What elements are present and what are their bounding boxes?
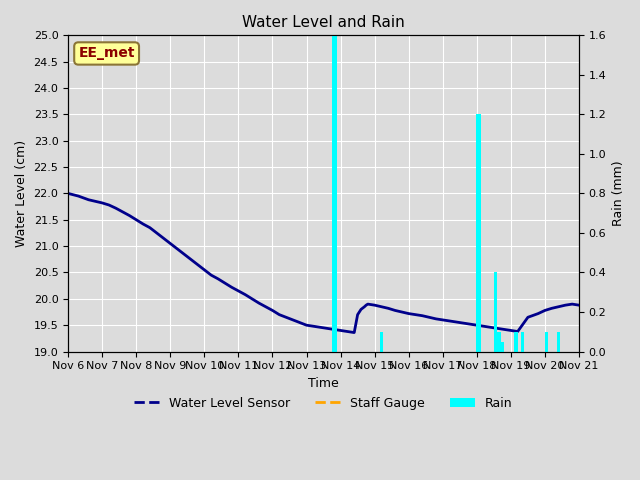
Y-axis label: Rain (mm): Rain (mm) — [612, 161, 625, 226]
Bar — [497, 332, 500, 351]
Bar — [515, 332, 518, 351]
Bar — [521, 332, 525, 351]
Bar — [332, 36, 337, 351]
Legend: Water Level Sensor, Staff Gauge, Rain: Water Level Sensor, Staff Gauge, Rain — [129, 392, 518, 415]
X-axis label: Time: Time — [308, 377, 339, 390]
Title: Water Level and Rain: Water Level and Rain — [242, 15, 405, 30]
Bar — [476, 114, 481, 351]
Bar — [380, 332, 383, 351]
Bar — [557, 332, 560, 351]
Text: EE_met: EE_met — [78, 47, 135, 60]
Y-axis label: Water Level (cm): Water Level (cm) — [15, 140, 28, 247]
Bar — [500, 342, 504, 351]
Bar — [494, 273, 497, 351]
Bar — [545, 332, 548, 351]
